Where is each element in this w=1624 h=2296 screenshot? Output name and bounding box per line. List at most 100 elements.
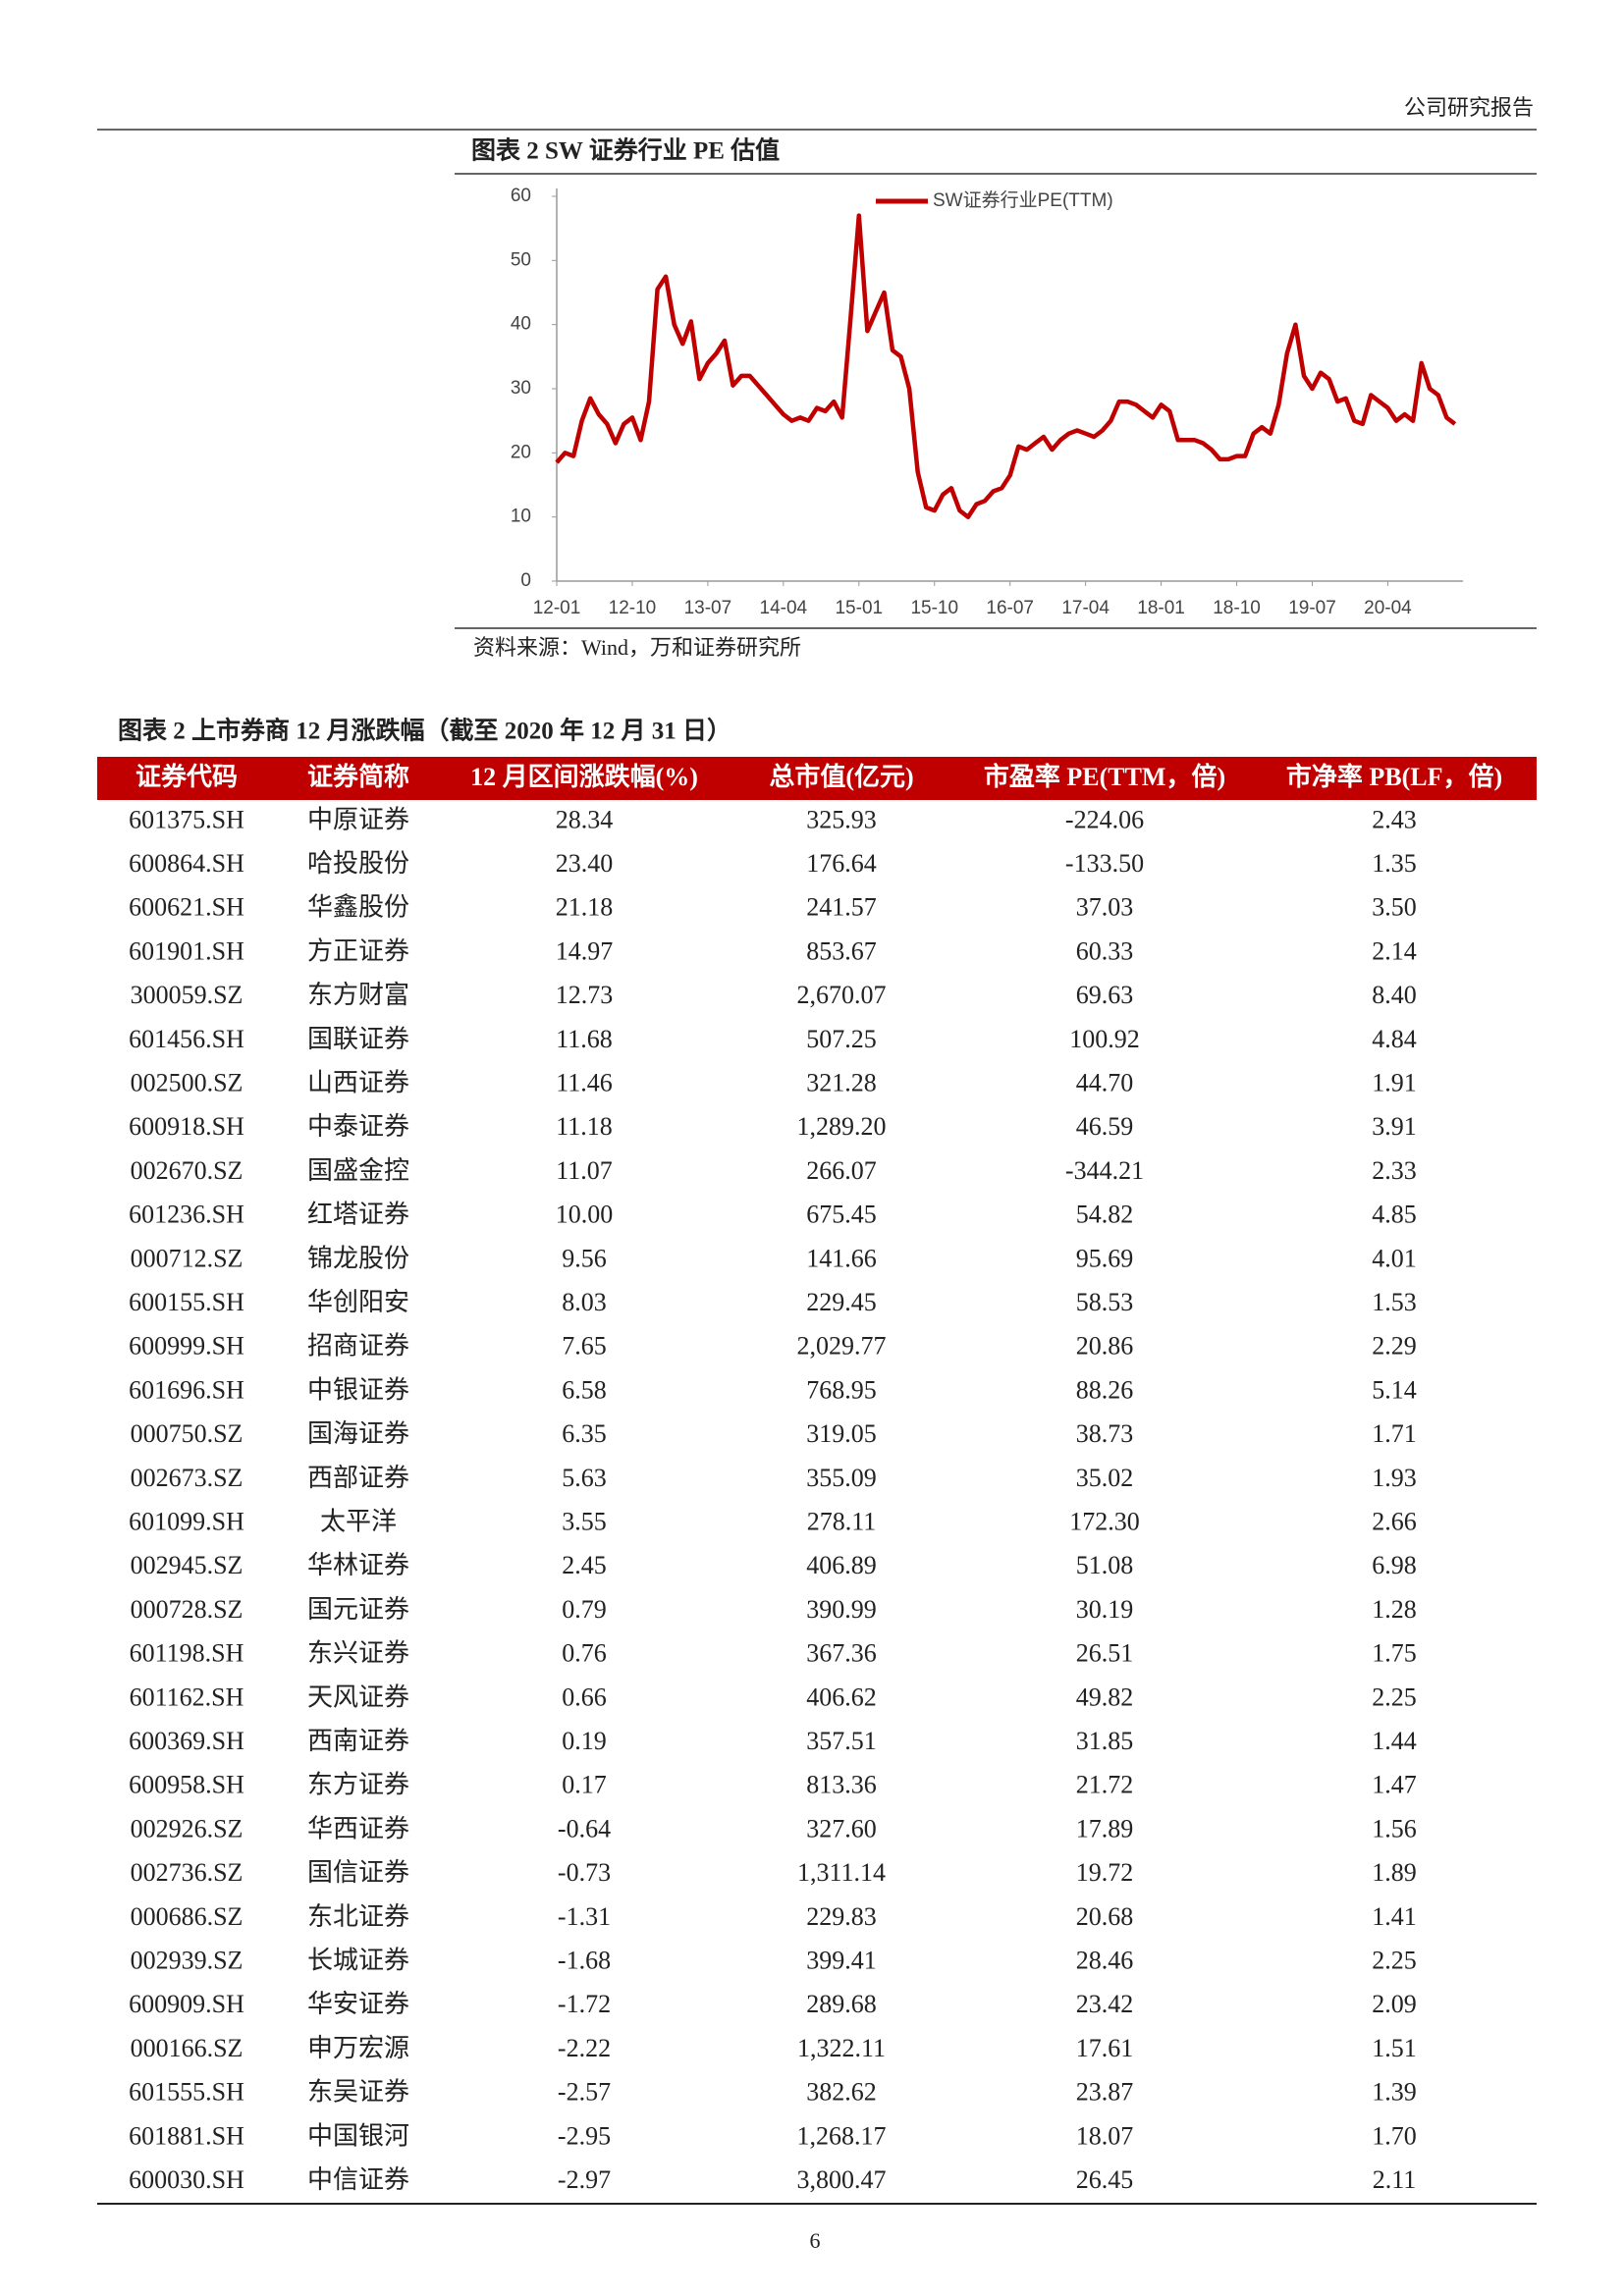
table-cell: 0.17 — [562, 1771, 607, 1799]
table-cell: 000750.SZ — [131, 1419, 244, 1448]
table-cell: 229.83 — [806, 1902, 877, 1931]
table-cell: 中原证券 — [307, 805, 409, 833]
table-cell: 853.67 — [806, 936, 877, 965]
table-cell: 1.47 — [1372, 1771, 1417, 1799]
x-tick-label: 17-04 — [1061, 598, 1110, 618]
table-cell: 141.66 — [806, 1244, 877, 1272]
table-cell: 1.44 — [1372, 1727, 1417, 1755]
table-cell: 2.25 — [1372, 1947, 1417, 1975]
table-cell: 382.62 — [806, 2078, 877, 2107]
table-cell: 1.56 — [1372, 1814, 1417, 1842]
table-cell: 813.36 — [806, 1771, 877, 1799]
table-cell: 6.35 — [562, 1419, 607, 1448]
table-cell: 华创阳安 — [307, 1288, 409, 1316]
table-cell: 1.53 — [1372, 1288, 1417, 1316]
x-tick-label: 20-04 — [1364, 598, 1412, 618]
table-cell: 60.33 — [1076, 936, 1134, 965]
table-cell: 000712.SZ — [131, 1244, 244, 1272]
table-cell: 11.18 — [556, 1112, 613, 1141]
table-cell: 38.73 — [1076, 1419, 1134, 1448]
table-cell: 406.62 — [806, 1682, 877, 1711]
table-cell: -344.21 — [1065, 1156, 1144, 1185]
table-cell: 23.40 — [556, 849, 614, 878]
table-cell: -1.68 — [558, 1947, 611, 1975]
table-cell: 35.02 — [1076, 1464, 1134, 1492]
table-cell: 266.07 — [806, 1156, 877, 1185]
table-cell: 002945.SZ — [131, 1551, 244, 1579]
table-cell: 西部证券 — [307, 1464, 409, 1492]
table-cell: 1.41 — [1372, 1902, 1417, 1931]
table-cell: 1,289.20 — [797, 1112, 887, 1141]
table-cell: 1,322.11 — [797, 2034, 886, 2062]
table-cell: 172.30 — [1069, 1508, 1140, 1536]
table-cell: 002500.SZ — [131, 1069, 244, 1097]
chart-title: 图表 2 SW 证券行业 PE 估值 — [471, 136, 780, 165]
table-cell: 11.46 — [556, 1069, 613, 1097]
table-cell: 300059.SZ — [131, 981, 244, 1009]
table-cell: 国信证券 — [307, 1858, 409, 1887]
table-cell: 中信证券 — [307, 2165, 409, 2194]
table-header-cell: 市盈率 PE(TTM，倍) — [984, 762, 1225, 791]
table-cell: -2.22 — [558, 2034, 611, 2062]
table-cell: 1.70 — [1372, 2121, 1417, 2150]
x-tick-label: 12-10 — [609, 598, 657, 618]
table-cell: -0.64 — [558, 1814, 611, 1842]
table-cell: 12.73 — [556, 981, 614, 1009]
table-cell: 355.09 — [806, 1464, 877, 1492]
table-cell: 000166.SZ — [131, 2034, 244, 2062]
table-cell: 8.40 — [1372, 981, 1417, 1009]
table-cell: 289.68 — [806, 1990, 877, 2018]
table-cell: 2,670.07 — [797, 981, 887, 1009]
table-cell: 601236.SH — [129, 1201, 244, 1229]
table-cell: 14.97 — [556, 936, 614, 965]
table-cell: 锦龙股份 — [307, 1244, 409, 1272]
table-cell: 2.33 — [1372, 1156, 1417, 1185]
table-cell: 华鑫股份 — [307, 893, 409, 922]
table-cell: 东方财富 — [307, 981, 409, 1009]
table-cell: 17.61 — [1076, 2034, 1134, 2062]
table-cell: 278.11 — [807, 1508, 877, 1536]
table-cell: 18.07 — [1076, 2121, 1134, 2150]
table-cell: 325.93 — [806, 805, 877, 833]
table-header-cell: 市净率 PB(LF，倍) — [1286, 762, 1502, 791]
table-cell: 1,268.17 — [797, 2121, 887, 2150]
table-cell: 中泰证券 — [307, 1112, 409, 1141]
table-cell: 0.79 — [562, 1595, 607, 1624]
table-cell: 601456.SH — [129, 1025, 244, 1053]
table-cell: 2.66 — [1372, 1508, 1417, 1536]
table-cell: 399.41 — [806, 1947, 877, 1975]
table-cell: 49.82 — [1076, 1682, 1134, 1711]
table-cell: 30.19 — [1076, 1595, 1134, 1624]
table-cell: 002673.SZ — [131, 1464, 244, 1492]
legend-label: SW证券行业PE(TTM) — [933, 189, 1113, 211]
table-cell: -0.73 — [558, 1858, 611, 1887]
x-tick-label: 16-07 — [986, 598, 1034, 618]
table-cell: 88.26 — [1076, 1375, 1134, 1404]
y-tick-label: 50 — [511, 249, 531, 270]
table-cell: 21.18 — [556, 893, 614, 922]
table-cell: -133.50 — [1065, 849, 1144, 878]
table-cell: 601099.SH — [129, 1508, 244, 1536]
table-cell: -2.57 — [558, 2078, 611, 2107]
table-cell: 600918.SH — [129, 1112, 244, 1141]
table-cell: 20.68 — [1076, 1902, 1134, 1931]
table-cell: 28.46 — [1076, 1947, 1134, 1975]
table-cell: 2.25 — [1372, 1682, 1417, 1711]
table-cell: 1.39 — [1372, 2078, 1417, 2107]
table-cell: 176.64 — [806, 849, 877, 878]
header-title: 公司研究报告 — [1404, 95, 1534, 120]
table-title: 图表 2 上市券商 12 月涨跌幅（截至 2020 年 12 月 31 日） — [118, 717, 731, 745]
table-cell: 5.63 — [562, 1464, 607, 1492]
table-cell: 002939.SZ — [131, 1947, 244, 1975]
table-cell: 3.91 — [1372, 1112, 1417, 1141]
table-cell: 1.89 — [1372, 1858, 1417, 1887]
table-cell: 507.25 — [806, 1025, 877, 1053]
table-cell: 002926.SZ — [131, 1814, 244, 1842]
y-tick-label: 0 — [520, 570, 531, 591]
table-cell: 26.51 — [1076, 1639, 1134, 1668]
table-cell: 中银证券 — [307, 1375, 409, 1404]
table-cell: 54.82 — [1076, 1201, 1134, 1229]
table-cell: 2.11 — [1373, 2165, 1417, 2194]
table-cell: 东方证券 — [307, 1771, 409, 1799]
table-cell: 601198.SH — [130, 1639, 244, 1668]
